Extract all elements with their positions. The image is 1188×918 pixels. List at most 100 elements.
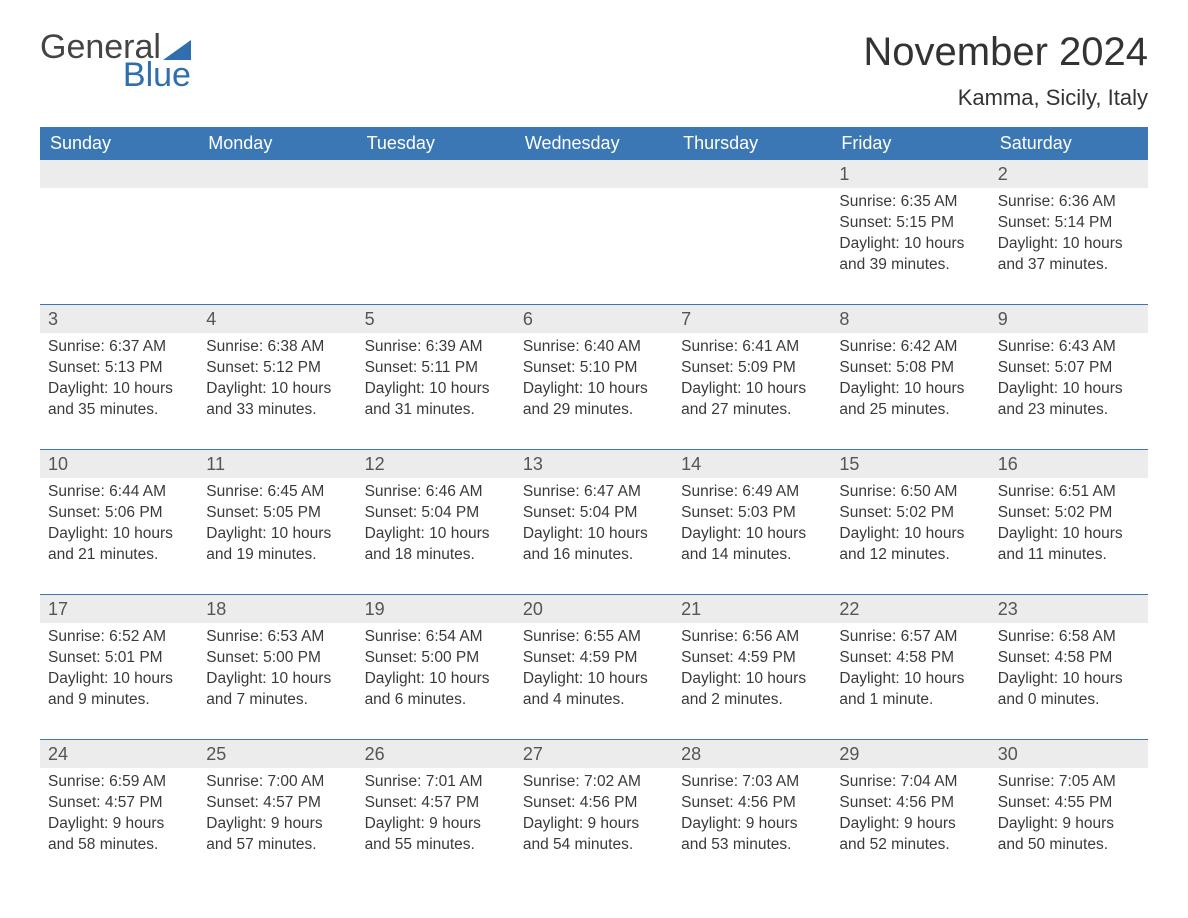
sunrise-line: Sunrise: 6:53 AM <box>206 627 348 648</box>
daylight-line: Daylight: 10 hours <box>839 669 981 690</box>
day-cell: 3Sunrise: 6:37 AMSunset: 5:13 PMDaylight… <box>40 305 198 435</box>
month-title: November 2024 <box>863 30 1148 75</box>
weekday-header: SundayMondayTuesdayWednesdayThursdayFrid… <box>40 127 1148 160</box>
day-cell: 10Sunrise: 6:44 AMSunset: 5:06 PMDayligh… <box>40 450 198 580</box>
sunrise-line: Sunrise: 6:43 AM <box>998 337 1140 358</box>
daylight-line: Daylight: 10 hours <box>839 379 981 400</box>
logo-word-blue: Blue <box>123 58 191 92</box>
sunrise-line: Sunrise: 6:37 AM <box>48 337 190 358</box>
empty-cell <box>198 160 356 290</box>
sunrise-line: Sunrise: 6:50 AM <box>839 482 981 503</box>
daylight-line: Daylight: 10 hours <box>365 524 507 545</box>
day-cell: 11Sunrise: 6:45 AMSunset: 5:05 PMDayligh… <box>198 450 356 580</box>
sunset-line: Sunset: 4:55 PM <box>998 793 1140 814</box>
sunset-line: Sunset: 4:59 PM <box>681 648 823 669</box>
day-number: 10 <box>40 450 198 478</box>
daylight-line: Daylight: 10 hours <box>523 524 665 545</box>
daylight-line: Daylight: 10 hours <box>839 524 981 545</box>
day-number: 5 <box>357 305 515 333</box>
sunrise-line: Sunrise: 7:04 AM <box>839 772 981 793</box>
daylight-line: Daylight: 10 hours <box>523 669 665 690</box>
location: Kamma, Sicily, Italy <box>863 85 1148 111</box>
daylight-line: Daylight: 9 hours <box>839 814 981 835</box>
daylight-line: Daylight: 10 hours <box>206 379 348 400</box>
daylight-line: and 19 minutes. <box>206 545 348 566</box>
week-row: 10Sunrise: 6:44 AMSunset: 5:06 PMDayligh… <box>40 449 1148 580</box>
daylight-line: Daylight: 10 hours <box>998 234 1140 255</box>
day-cell: 27Sunrise: 7:02 AMSunset: 4:56 PMDayligh… <box>515 740 673 870</box>
daylight-line: Daylight: 10 hours <box>839 234 981 255</box>
day-number: 26 <box>357 740 515 768</box>
daylight-line: Daylight: 9 hours <box>998 814 1140 835</box>
day-cell: 23Sunrise: 6:58 AMSunset: 4:58 PMDayligh… <box>990 595 1148 725</box>
daylight-line: Daylight: 9 hours <box>365 814 507 835</box>
sunset-line: Sunset: 5:00 PM <box>365 648 507 669</box>
sunrise-line: Sunrise: 6:38 AM <box>206 337 348 358</box>
sunset-line: Sunset: 5:02 PM <box>839 503 981 524</box>
day-number <box>673 160 831 188</box>
day-number: 18 <box>198 595 356 623</box>
sunrise-line: Sunrise: 6:35 AM <box>839 192 981 213</box>
daylight-line: Daylight: 10 hours <box>206 524 348 545</box>
day-number: 30 <box>990 740 1148 768</box>
day-number: 19 <box>357 595 515 623</box>
sunset-line: Sunset: 5:00 PM <box>206 648 348 669</box>
day-cell: 25Sunrise: 7:00 AMSunset: 4:57 PMDayligh… <box>198 740 356 870</box>
day-number: 4 <box>198 305 356 333</box>
day-number: 21 <box>673 595 831 623</box>
day-number: 17 <box>40 595 198 623</box>
day-cell: 1Sunrise: 6:35 AMSunset: 5:15 PMDaylight… <box>831 160 989 290</box>
title-block: November 2024 Kamma, Sicily, Italy <box>863 30 1148 121</box>
daylight-line: Daylight: 10 hours <box>523 379 665 400</box>
daylight-line: Daylight: 10 hours <box>365 669 507 690</box>
daylight-line: Daylight: 9 hours <box>206 814 348 835</box>
day-number: 20 <box>515 595 673 623</box>
daylight-line: and 53 minutes. <box>681 835 823 856</box>
daylight-line: and 11 minutes. <box>998 545 1140 566</box>
daylight-line: Daylight: 9 hours <box>523 814 665 835</box>
sunset-line: Sunset: 5:04 PM <box>523 503 665 524</box>
day-cell: 21Sunrise: 6:56 AMSunset: 4:59 PMDayligh… <box>673 595 831 725</box>
header: General Blue November 2024 Kamma, Sicily… <box>40 30 1148 121</box>
day-number: 13 <box>515 450 673 478</box>
daylight-line: and 0 minutes. <box>998 690 1140 711</box>
day-number: 28 <box>673 740 831 768</box>
sunrise-line: Sunrise: 7:05 AM <box>998 772 1140 793</box>
empty-cell <box>357 160 515 290</box>
weekday-label: Friday <box>831 127 989 160</box>
day-number: 9 <box>990 305 1148 333</box>
weekday-label: Tuesday <box>357 127 515 160</box>
sunset-line: Sunset: 5:06 PM <box>48 503 190 524</box>
calendar: SundayMondayTuesdayWednesdayThursdayFrid… <box>40 127 1148 870</box>
day-cell: 13Sunrise: 6:47 AMSunset: 5:04 PMDayligh… <box>515 450 673 580</box>
day-cell: 17Sunrise: 6:52 AMSunset: 5:01 PMDayligh… <box>40 595 198 725</box>
sunset-line: Sunset: 5:13 PM <box>48 358 190 379</box>
day-number: 7 <box>673 305 831 333</box>
daylight-line: Daylight: 10 hours <box>48 524 190 545</box>
daylight-line: and 33 minutes. <box>206 400 348 421</box>
sunset-line: Sunset: 4:57 PM <box>206 793 348 814</box>
daylight-line: and 21 minutes. <box>48 545 190 566</box>
daylight-line: Daylight: 10 hours <box>998 669 1140 690</box>
day-cell: 19Sunrise: 6:54 AMSunset: 5:00 PMDayligh… <box>357 595 515 725</box>
empty-cell <box>515 160 673 290</box>
sunset-line: Sunset: 4:59 PM <box>523 648 665 669</box>
day-number: 27 <box>515 740 673 768</box>
daylight-line: and 25 minutes. <box>839 400 981 421</box>
day-number <box>515 160 673 188</box>
sunset-line: Sunset: 5:08 PM <box>839 358 981 379</box>
sunset-line: Sunset: 5:11 PM <box>365 358 507 379</box>
sunrise-line: Sunrise: 6:36 AM <box>998 192 1140 213</box>
daylight-line: and 12 minutes. <box>839 545 981 566</box>
day-cell: 16Sunrise: 6:51 AMSunset: 5:02 PMDayligh… <box>990 450 1148 580</box>
daylight-line: and 57 minutes. <box>206 835 348 856</box>
daylight-line: and 54 minutes. <box>523 835 665 856</box>
daylight-line: Daylight: 9 hours <box>681 814 823 835</box>
day-cell: 4Sunrise: 6:38 AMSunset: 5:12 PMDaylight… <box>198 305 356 435</box>
sunrise-line: Sunrise: 7:02 AM <box>523 772 665 793</box>
logo: General Blue <box>40 30 191 92</box>
daylight-line: and 14 minutes. <box>681 545 823 566</box>
daylight-line: Daylight: 10 hours <box>365 379 507 400</box>
sunrise-line: Sunrise: 6:51 AM <box>998 482 1140 503</box>
sunset-line: Sunset: 5:05 PM <box>206 503 348 524</box>
